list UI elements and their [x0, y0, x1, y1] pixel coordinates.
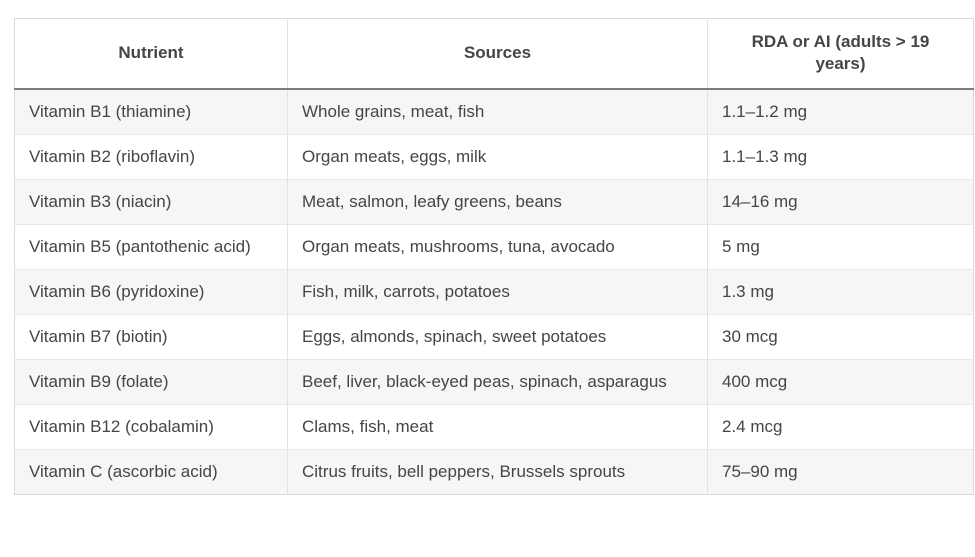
nutrient-cell: Vitamin B2 (riboflavin) [14, 133, 288, 179]
sources-cell: Beef, liver, black-eyed peas, spinach, a… [287, 358, 708, 404]
nutrient-cell: Vitamin B7 (biotin) [14, 313, 288, 359]
nutrient-table-container: Nutrient Sources RDA or AI (adults > 19 … [14, 18, 974, 495]
sources-cell: Organ meats, mushrooms, tuna, avocado [287, 223, 708, 269]
rda-cell: 75–90 mg [707, 448, 974, 494]
rda-cell: 1.3 mg [707, 268, 974, 314]
table-row: Vitamin B6 (pyridoxine) Fish, milk, carro… [14, 268, 974, 314]
sources-cell: Organ meats, eggs, milk [287, 133, 708, 179]
table-row: Vitamin B9 (folate) Beef, liver, black-ey… [14, 358, 974, 404]
table-row: Vitamin C (ascorbic acid) Citrus fruits, … [14, 448, 974, 494]
table-row: Vitamin B5 (pantothenic acid) Organ meats… [14, 223, 974, 269]
table-header: Nutrient Sources RDA or AI (adults > 19 … [14, 18, 974, 90]
table-row: Vitamin B3 (niacin) Meat, salmon, leafy g… [14, 178, 974, 224]
rda-cell: 400 mcg [707, 358, 974, 404]
sources-cell: Eggs, almonds, spinach, sweet potatoes [287, 313, 708, 359]
rda-cell: 2.4 mcg [707, 403, 974, 449]
nutrient-cell: Vitamin B12 (cobalamin) [14, 403, 288, 449]
nutrient-cell: Vitamin B3 (niacin) [14, 178, 288, 224]
header-row: Nutrient Sources RDA or AI (adults > 19 … [14, 18, 974, 90]
table-body: Vitamin B1 (thiamine) Whole grains, meat,… [14, 88, 974, 494]
rda-cell: 14–16 mg [707, 178, 974, 224]
table-row: Vitamin B2 (riboflavin) Organ meats, eggs… [14, 133, 974, 179]
nutrient-cell: Vitamin B9 (folate) [14, 358, 288, 404]
rda-cell: 1.1–1.3 mg [707, 133, 974, 179]
sources-cell: Clams, fish, meat [287, 403, 708, 449]
nutrient-table: Nutrient Sources RDA or AI (adults > 19 … [14, 18, 974, 495]
sources-cell: Meat, salmon, leafy greens, beans [287, 178, 708, 224]
rda-cell: 5 mg [707, 223, 974, 269]
nutrient-cell: Vitamin B6 (pyridoxine) [14, 268, 288, 314]
nutrient-cell: Vitamin B5 (pantothenic acid) [14, 223, 288, 269]
sources-cell: Whole grains, meat, fish [287, 88, 708, 134]
table-row: Vitamin B12 (cobalamin) Clams, fish, meat… [14, 403, 974, 449]
sources-cell: Citrus fruits, bell peppers, Brussels sp… [287, 448, 708, 494]
nutrient-cell: Vitamin B1 (thiamine) [14, 88, 288, 134]
column-header-nutrient: Nutrient [14, 18, 288, 90]
column-header-sources: Sources [287, 18, 708, 90]
sources-cell: Fish, milk, carrots, potatoes [287, 268, 708, 314]
rda-cell: 1.1–1.2 mg [707, 88, 974, 134]
rda-cell: 30 mcg [707, 313, 974, 359]
column-header-rda: RDA or AI (adults > 19 years) [707, 18, 974, 90]
table-row: Vitamin B1 (thiamine) Whole grains, meat,… [14, 88, 974, 134]
table-row: Vitamin B7 (biotin) Eggs, almonds, spinac… [14, 313, 974, 359]
nutrient-cell: Vitamin C (ascorbic acid) [14, 448, 288, 494]
